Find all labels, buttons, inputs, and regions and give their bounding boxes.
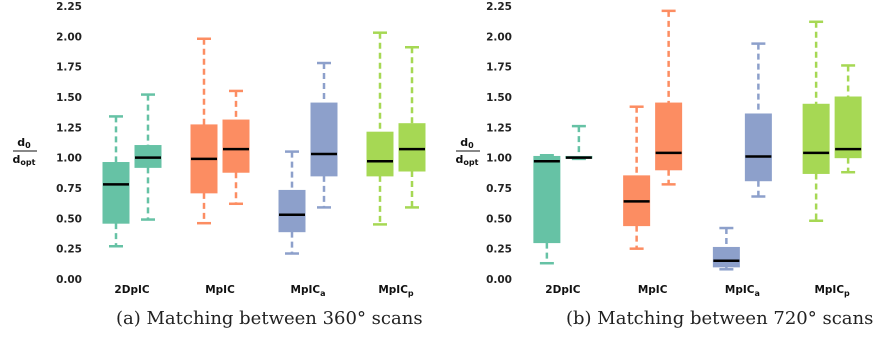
box-iqr <box>744 113 772 182</box>
category-label: MpIC <box>638 284 668 296</box>
y-tick-label: 0.25 <box>486 244 512 256</box>
category-label: MpIC <box>205 284 235 296</box>
y-tick-label: 0.50 <box>486 213 512 225</box>
y-axis-label-numerator: d0 <box>460 136 474 150</box>
y-tick-label: 2.25 <box>56 1 82 13</box>
box-iqr <box>102 162 130 224</box>
y-tick-label: 0.00 <box>56 274 82 286</box>
chart-panel-720: 0.00 0.25 0.50 0.75 1.00 1.25 1.50 1.75 2.00 2.25… <box>456 1 862 298</box>
y-tick-label: 1.75 <box>486 62 512 74</box>
box-iqr <box>655 102 683 171</box>
chart-panel-360: 0.00 0.25 0.50 0.75 1.00 1.25 1.50 1.75 2.00 2.25… <box>13 1 426 298</box>
box-iqr <box>310 102 338 177</box>
y-axis-label-denominator: dopt <box>456 153 479 167</box>
y-tick-label: 0.50 <box>56 213 82 225</box>
box-iqr <box>802 103 830 174</box>
box-iqr <box>533 155 561 244</box>
y-tick-label: 0.00 <box>486 274 512 286</box>
box-iqr <box>398 123 426 172</box>
box-iqr <box>834 96 862 159</box>
category-label: 2DpIC <box>545 284 580 296</box>
caption-360: (a) Matching between 360° scans <box>116 308 423 329</box>
y-tick-label: 1.50 <box>56 92 82 104</box>
category-label: 2DpIC <box>114 284 149 296</box>
box-iqr <box>222 119 250 173</box>
box-iqr <box>712 246 740 268</box>
y-tick-label: 1.75 <box>56 62 82 74</box>
y-axis-label-numerator: d0 <box>17 136 31 150</box>
y-tick-label: 0.75 <box>486 183 512 195</box>
y-tick-label: 1.25 <box>56 122 82 134</box>
category-label: MpICp <box>378 284 414 298</box>
category-label: MpICp <box>814 284 850 298</box>
y-axis-label-denominator: dopt <box>13 153 36 167</box>
category-label: MpICa <box>291 284 326 298</box>
y-tick-label: 2.25 <box>486 1 512 13</box>
y-tick-label: 1.50 <box>486 92 512 104</box>
caption-720: (b) Matching between 720° scans <box>566 308 874 329</box>
box-iqr <box>366 131 394 177</box>
y-tick-label: 1.00 <box>56 153 82 165</box>
box-iqr <box>278 189 306 233</box>
y-tick-label: 1.00 <box>486 153 512 165</box>
y-tick-label: 0.75 <box>56 183 82 195</box>
y-tick-label: 0.25 <box>56 244 82 256</box>
y-tick-label: 2.00 <box>56 31 82 43</box>
y-tick-label: 2.00 <box>486 31 512 43</box>
category-label: MpICa <box>725 284 760 298</box>
y-tick-label: 1.25 <box>486 122 512 134</box>
